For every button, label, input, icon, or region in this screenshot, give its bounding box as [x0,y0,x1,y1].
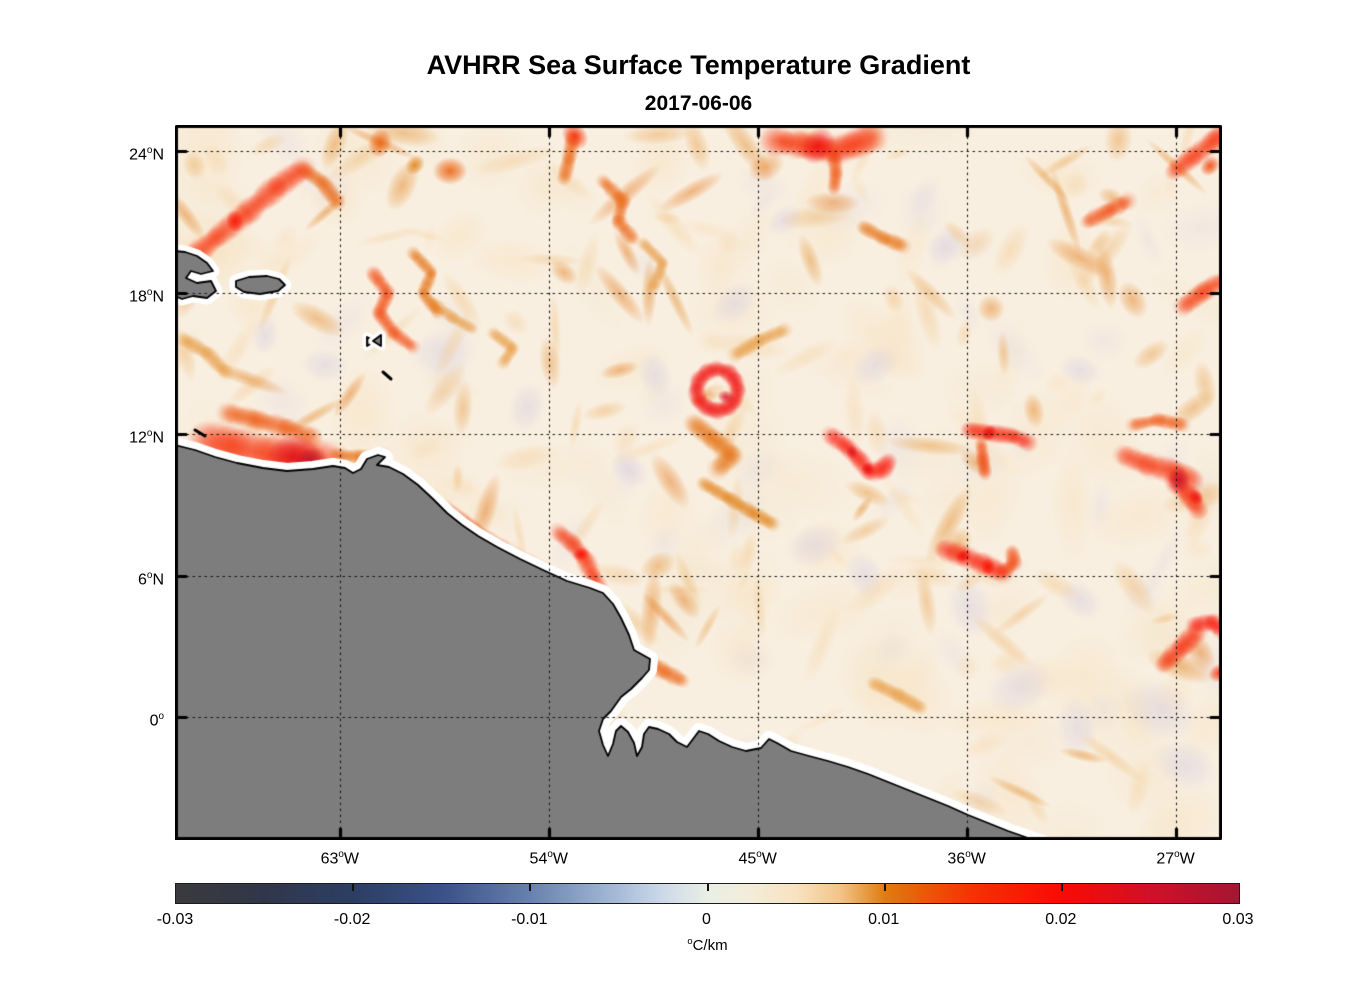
colorbar-tick-label: 0.03 [1222,911,1254,928]
colorbar-tick-label: 0.02 [1045,911,1077,928]
colorbar-tick-label: 0 [702,911,711,928]
colorbar-tick [1060,884,1063,891]
x-tick-label: 63oW [320,849,360,868]
x-tick-label: 54oW [529,849,568,868]
y-tick-label: 18oN [129,286,164,305]
colorbar-tick [529,884,532,891]
colorbar [175,883,1240,904]
x-tick-label: 45oW [738,849,777,868]
colorbar-tick-label: -0.02 [333,911,371,928]
y-tick-label: 0o [149,711,164,730]
colorbar-tick-label: -0.01 [511,911,548,928]
y-tick-label: 12oN [129,428,164,447]
colorbar-tick [883,884,886,891]
x-tick-label: 36oW [947,849,986,868]
colorbar-unit-label: oC/km [687,936,728,954]
map-canvas [175,125,1222,840]
chart-subtitle: 2017-06-06 [644,92,753,115]
y-tick-label: 6oN [138,569,164,589]
colorbar-tick-label: -0.03 [156,911,194,928]
x-tick-label: 27oW [1156,849,1195,868]
colorbar-tick [352,884,355,891]
colorbar-tick-label: 0.01 [868,911,900,928]
y-tick-label: 24oN [129,144,164,164]
colorbar-tick [706,884,709,891]
chart-title: AVHRR Sea Surface Temperature Gradient [426,50,971,80]
